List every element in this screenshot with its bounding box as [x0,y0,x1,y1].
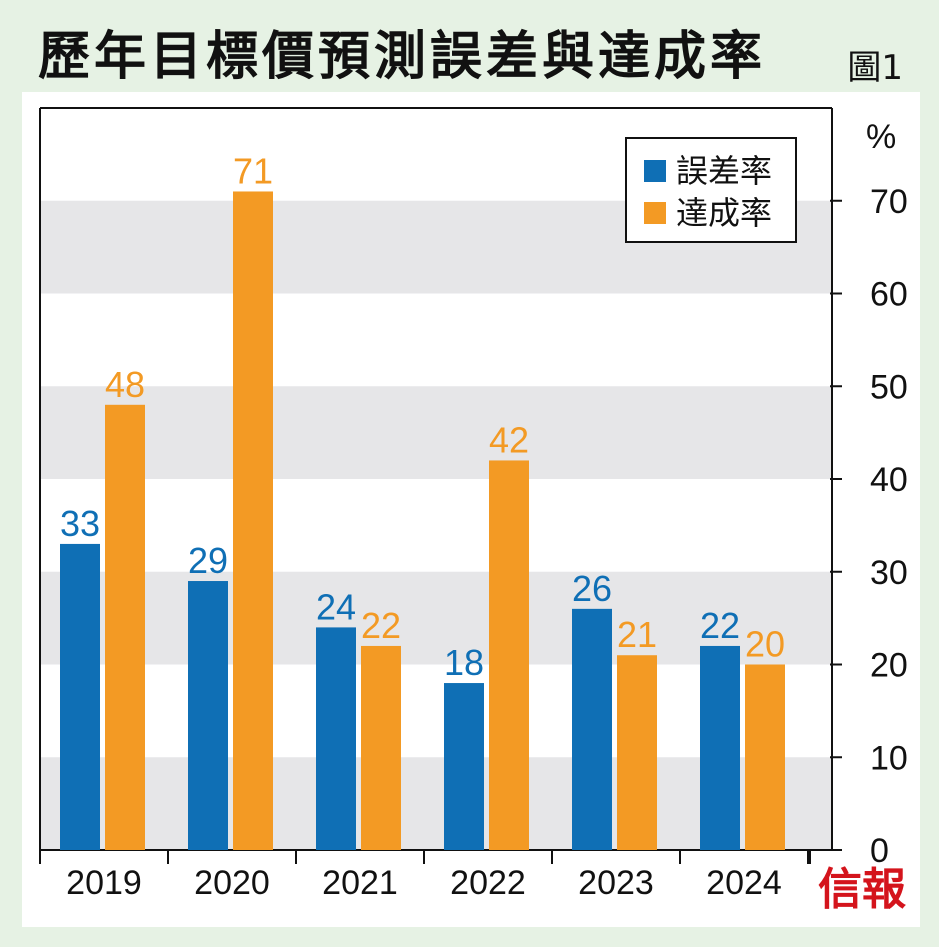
bar-error-rate [316,627,356,850]
legend-box [625,137,797,243]
y-tick-label: 50 [870,368,908,406]
data-label: 26 [572,568,612,609]
y-tick-label: 20 [870,647,908,685]
x-tick-label: 2022 [450,864,526,902]
data-label: 48 [105,364,145,405]
bar-error-rate [572,608,612,850]
bar-error-rate [188,581,228,850]
data-label: 29 [188,540,228,581]
legend-swatch [644,160,666,182]
x-tick-label: 2021 [322,864,398,902]
y-tick-label: 60 [870,276,908,314]
bar-hit-rate [105,404,145,850]
bar-hit-rate [489,460,529,850]
legend-label: 達成率 [676,194,772,232]
data-label: 18 [444,642,484,683]
bar-hit-rate [617,655,657,850]
x-tick-label: 2024 [706,864,782,902]
x-tick-label: 2023 [578,864,654,902]
data-label: 33 [60,503,100,544]
data-label: 24 [316,586,356,627]
y-tick-label: 70 [870,183,908,221]
data-label: 21 [617,614,657,655]
x-tick-label: 2019 [66,864,142,902]
data-label: 22 [361,605,401,646]
bar-error-rate [444,683,484,850]
bar-hit-rate [361,645,401,850]
bar-error-rate [700,645,740,850]
chart-title: 歷年目標價預測誤差與達成率 [38,27,767,87]
data-label: 71 [233,150,273,191]
bar-hit-rate [745,664,785,850]
legend-swatch [644,202,666,224]
data-label: 42 [489,419,529,460]
legend-label: 誤差率 [676,152,772,190]
y-axis-unit: % [866,118,896,156]
x-tick-label: 2020 [194,864,270,902]
y-tick-label: 10 [870,739,908,777]
y-tick-label: 30 [870,554,908,592]
bar-error-rate [60,543,100,850]
y-tick-label: 40 [870,461,908,499]
data-label: 22 [700,605,740,646]
data-label: 20 [745,624,785,665]
figure-label: 圖1 [847,48,903,88]
bar-hit-rate [233,191,273,851]
y-tick-label: 0 [870,832,889,870]
brand-logo: 信報 [818,864,906,915]
grid-band [40,386,832,479]
